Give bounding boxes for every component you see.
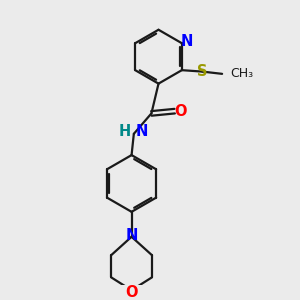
Text: H: H [118, 124, 130, 139]
Text: O: O [125, 285, 138, 300]
Text: N: N [125, 228, 138, 243]
Text: O: O [175, 103, 187, 118]
Text: N: N [136, 124, 148, 139]
Text: CH₃: CH₃ [230, 67, 253, 80]
Text: S: S [197, 64, 208, 79]
Text: N: N [181, 34, 193, 49]
